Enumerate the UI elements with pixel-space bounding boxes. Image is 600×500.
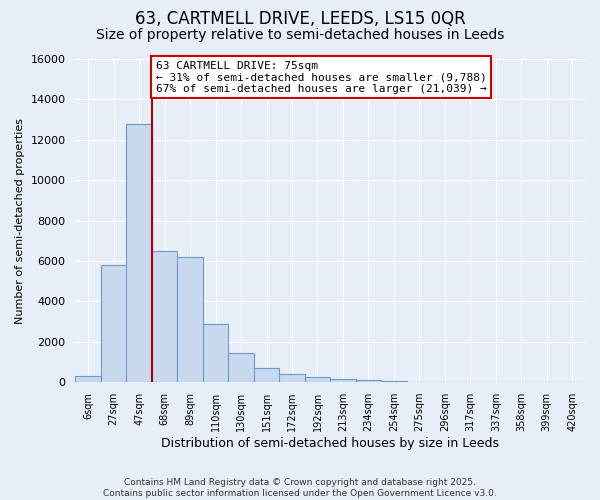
Bar <box>76 376 101 382</box>
Text: 63 CARTMELL DRIVE: 75sqm
← 31% of semi-detached houses are smaller (9,788)
67% o: 63 CARTMELL DRIVE: 75sqm ← 31% of semi-d… <box>155 60 487 94</box>
Bar <box>127 124 152 382</box>
X-axis label: Distribution of semi-detached houses by size in Leeds: Distribution of semi-detached houses by … <box>161 437 499 450</box>
Y-axis label: Number of semi-detached properties: Number of semi-detached properties <box>15 118 25 324</box>
Bar <box>356 380 381 382</box>
Text: Contains HM Land Registry data © Crown copyright and database right 2025.
Contai: Contains HM Land Registry data © Crown c… <box>103 478 497 498</box>
Bar <box>228 353 254 382</box>
Bar <box>330 378 356 382</box>
Text: 63, CARTMELL DRIVE, LEEDS, LS15 0QR: 63, CARTMELL DRIVE, LEEDS, LS15 0QR <box>134 10 466 28</box>
Bar <box>381 381 407 382</box>
Bar <box>279 374 305 382</box>
Bar <box>254 368 279 382</box>
Bar <box>152 251 178 382</box>
Bar <box>203 324 228 382</box>
Text: Size of property relative to semi-detached houses in Leeds: Size of property relative to semi-detach… <box>96 28 504 42</box>
Bar <box>101 265 127 382</box>
Bar <box>178 257 203 382</box>
Bar <box>305 376 330 382</box>
